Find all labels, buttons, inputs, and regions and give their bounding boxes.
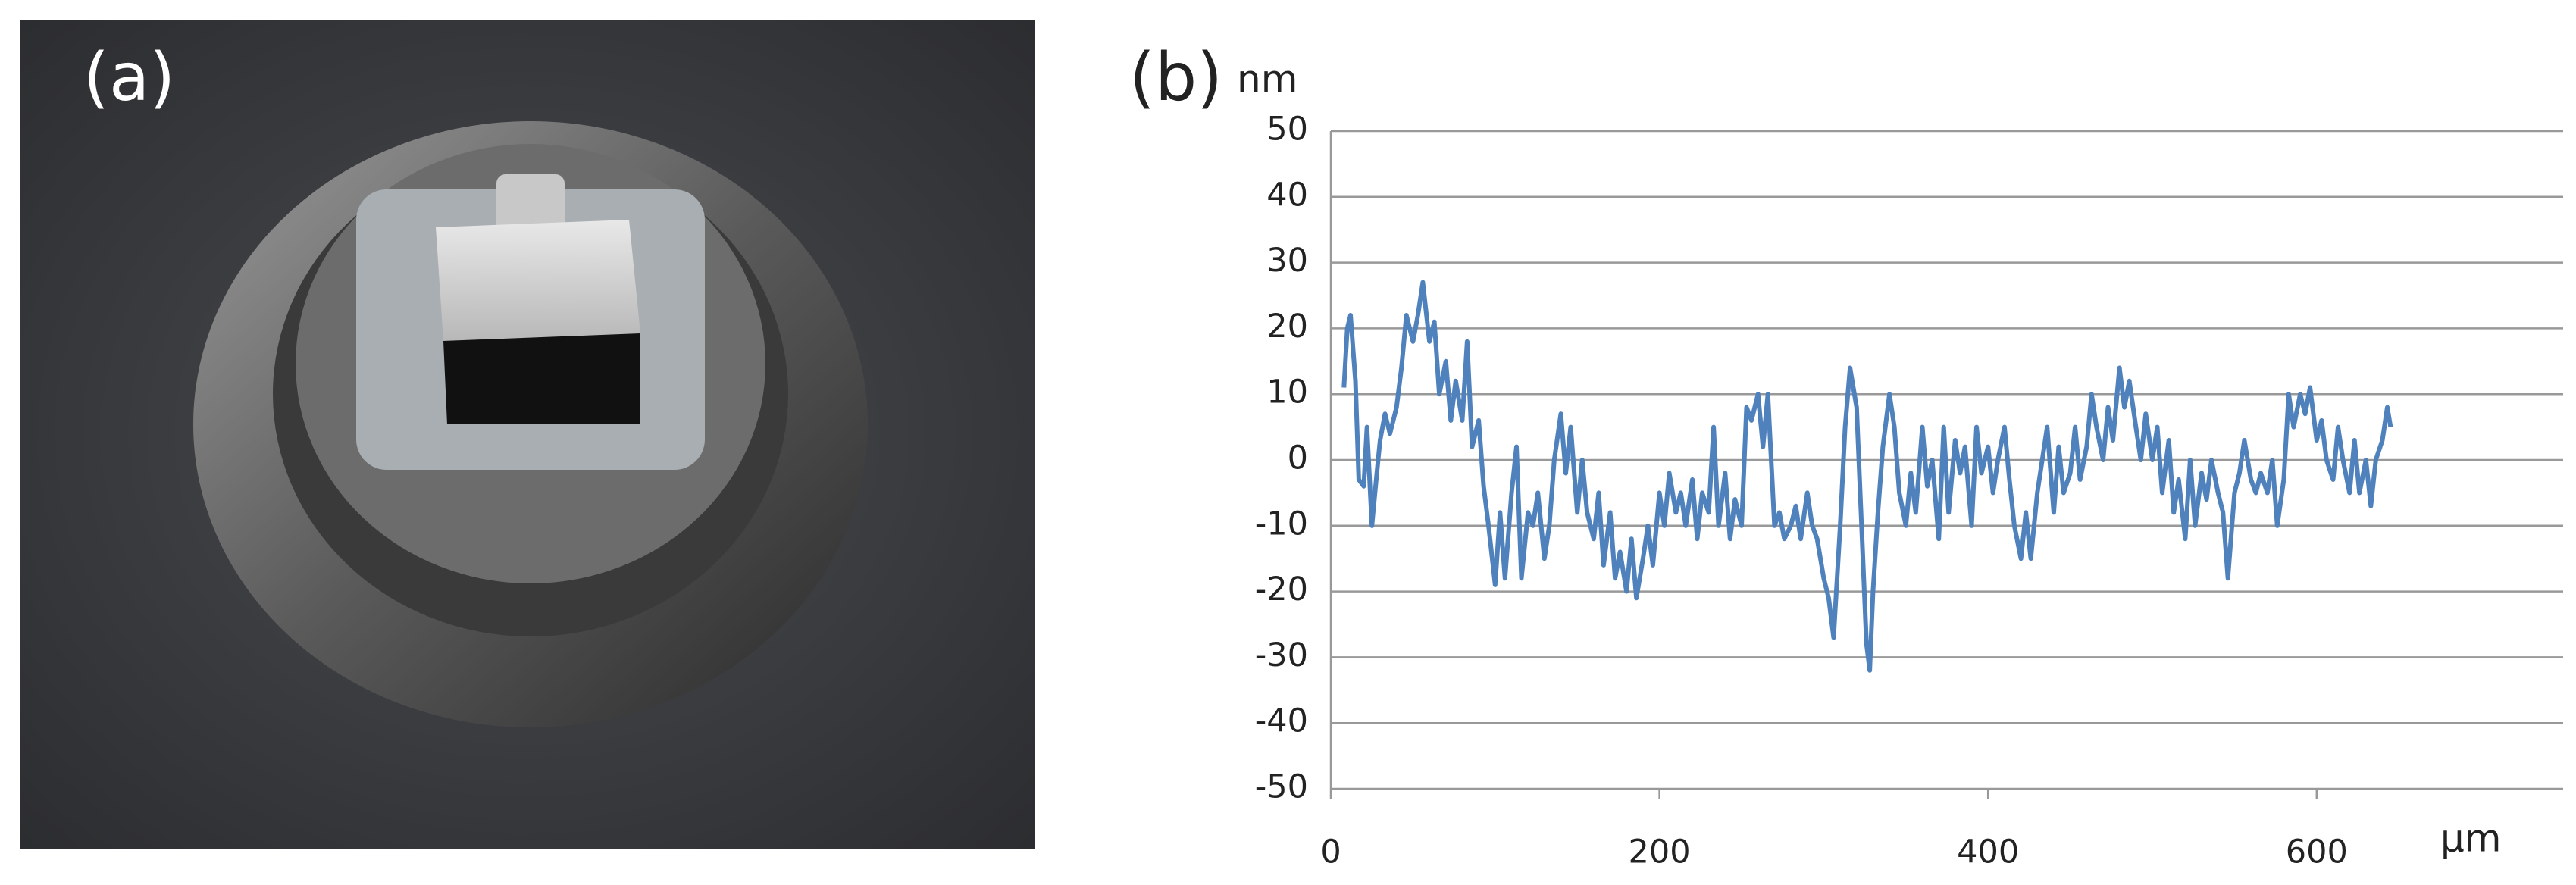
y-tick-label: -50 — [1255, 768, 1308, 806]
y-tick-label: 20 — [1266, 308, 1308, 346]
clip — [496, 174, 565, 235]
y-tick-label: 10 — [1266, 374, 1308, 411]
x-tick-label: 600 — [2286, 833, 2348, 871]
photo: (a) — [20, 20, 1035, 849]
y-axis-label: nm — [1237, 58, 1297, 102]
y-tick-label: -20 — [1255, 571, 1308, 608]
panel-label: (a) — [83, 39, 175, 116]
data-line — [1341, 280, 2393, 673]
y-tick-label: 30 — [1266, 242, 1308, 280]
panel-label: (b) — [1129, 39, 1222, 116]
x-axis-label: µm — [2440, 817, 2502, 861]
y-tick-label: 40 — [1266, 176, 1308, 214]
y-tick-label: -10 — [1255, 505, 1308, 543]
y-tick-label: 50 — [1266, 111, 1308, 149]
y-tick-label: 0 — [1288, 439, 1308, 477]
cube-top — [436, 220, 640, 341]
x-tick-label: 0 — [1320, 833, 1341, 871]
x-tick-label: 200 — [1629, 833, 1691, 871]
cube-front — [443, 333, 640, 424]
y-tick-label: -40 — [1255, 702, 1308, 740]
y-tick-label: -30 — [1255, 636, 1308, 674]
x-tick-label: 400 — [1957, 833, 2019, 871]
